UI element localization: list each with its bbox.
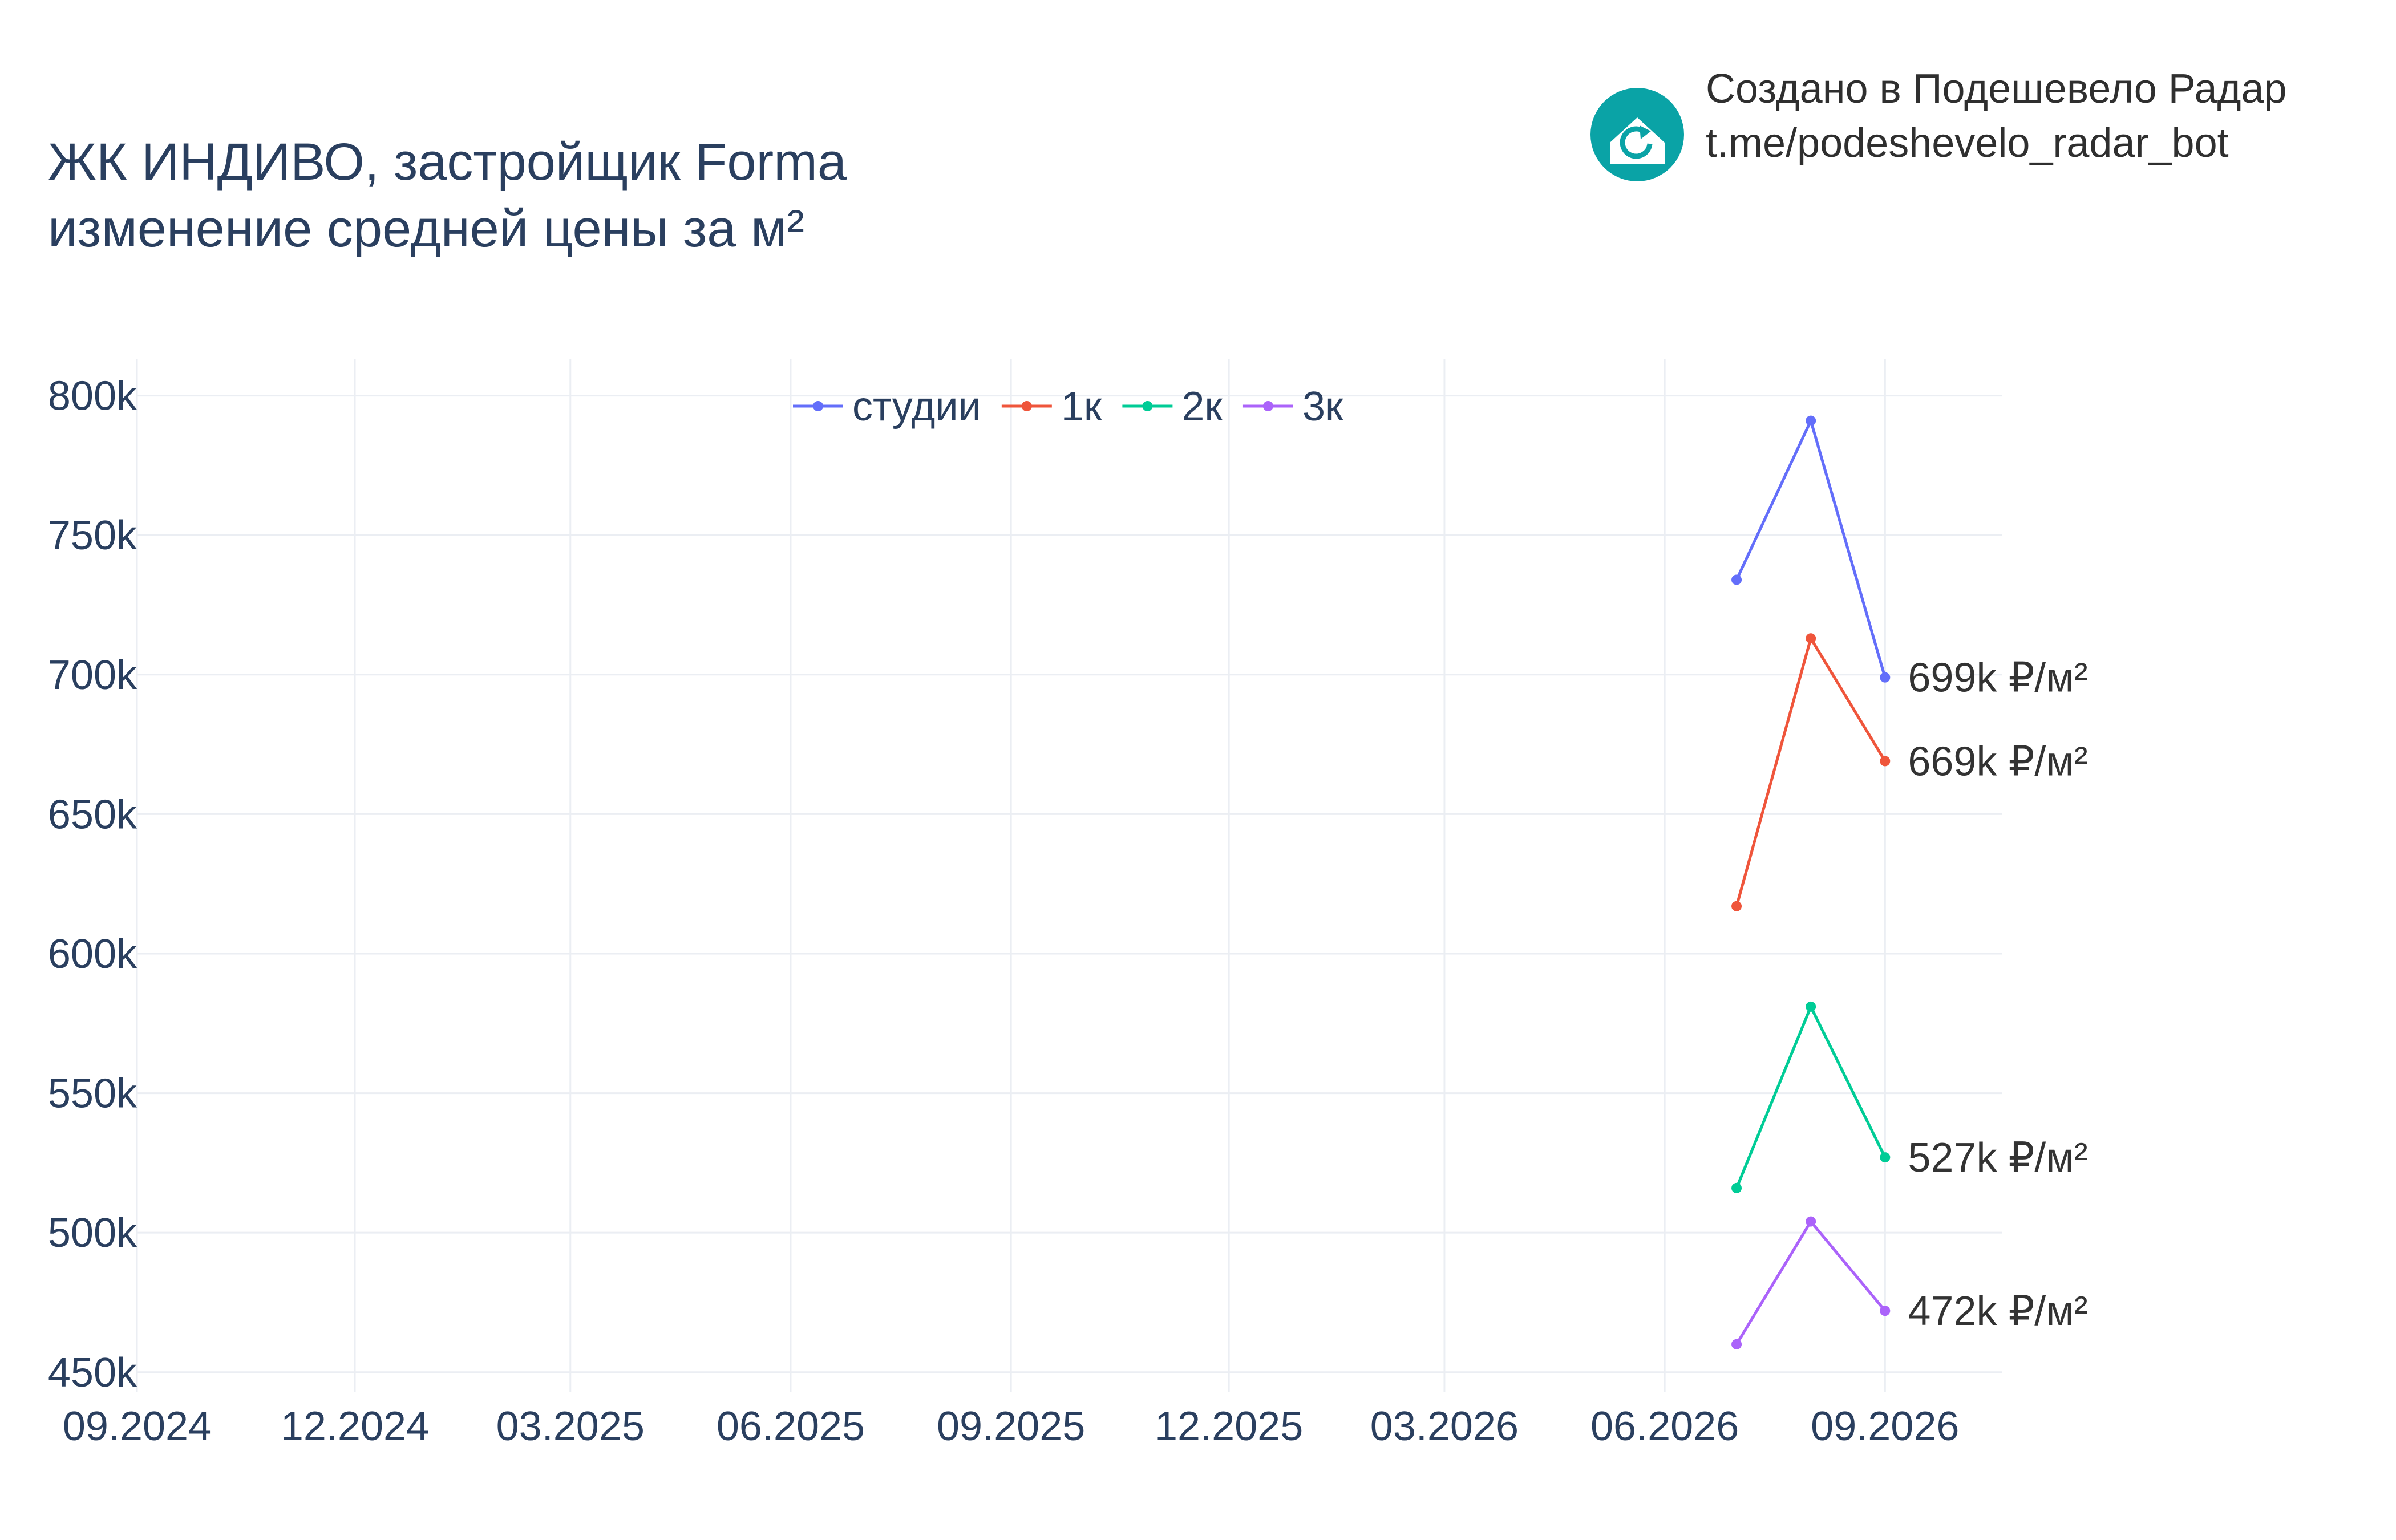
x-tick-label: 12.2025 [1155,1404,1303,1449]
data-point[interactable] [1731,574,1742,585]
end-value-label: 699k ₽/м² [1908,655,2087,701]
refresh-arc [1620,126,1653,159]
legend-item-1к[interactable]: 1к [1001,384,1102,429]
refresh-arrow [1640,125,1651,139]
y-tick-label: 700k [48,653,137,698]
chart-title-line-2: изменение средней цены за м² [48,200,804,258]
grid [136,359,2002,1392]
series-1к: 669k ₽/м² [1731,633,2088,911]
x-axis: 09.2024 12.2024 03.2025 06.2025 09.2025 12.20… [63,1404,1960,1449]
brand-name: Создано в Подешевело Радар [1706,66,2287,112]
legend: студии 1к 2к 3к [793,384,1343,429]
x-tick-label: 09.2024 [63,1404,211,1449]
data-point[interactable] [1806,633,1816,644]
legend-label: 1к [1061,384,1102,429]
y-axis: 450k 500k 550k 600k 650k 700k 750k 800k [48,374,137,1396]
x-tick-label: 03.2026 [1370,1404,1519,1449]
data-point[interactable] [1880,1306,1891,1316]
x-tick-label: 06.2026 [1590,1404,1739,1449]
legend-swatch-marker [813,401,823,411]
chart-title-line-1: ЖК ИНДИВО, застройщик Forma [48,133,847,191]
y-tick-label: 800k [48,374,137,419]
x-tick-label: 03.2025 [496,1404,645,1449]
legend-item-студии[interactable]: студии [793,384,981,429]
data-point[interactable] [1731,901,1742,911]
series-line [1735,1005,1887,1189]
legend-label: 3к [1302,384,1343,429]
y-tick-label: 750k [48,513,137,558]
series-line [1735,637,1887,907]
series-2к: 527k ₽/м² [1731,1001,2088,1193]
series-3к: 472k ₽/м² [1731,1216,2088,1349]
data-point[interactable] [1731,1182,1742,1193]
brand-link[interactable]: t.me/podeshevelo_radar_bot [1706,120,2229,166]
series-line [1735,1220,1887,1346]
legend-item-3к[interactable]: 3к [1242,384,1343,429]
y-tick-label: 650k [48,792,137,837]
x-tick-label: 06.2025 [717,1404,865,1449]
data-point[interactable] [1806,1216,1816,1227]
legend-swatch-marker [1021,401,1032,411]
data-point[interactable] [1880,1152,1891,1163]
y-tick-label: 550k [48,1071,137,1117]
data-point[interactable] [1806,415,1816,426]
legend-item-2к[interactable]: 2к [1122,384,1223,429]
x-tick-label: 09.2026 [1811,1404,1959,1449]
x-tick-label: 12.2024 [281,1404,429,1449]
end-value-label: 527k ₽/м² [1908,1135,2087,1181]
data-point[interactable] [1880,672,1891,683]
end-value-label: 472k ₽/м² [1908,1288,2087,1334]
end-value-label: 669k ₽/м² [1908,739,2087,784]
series-студии: 699k ₽/м² [1731,415,2088,701]
legend-swatch-marker [1142,401,1153,411]
data-point[interactable] [1731,1339,1742,1349]
y-tick-label: 600k [48,931,137,977]
legend-swatch-marker [1262,401,1273,411]
legend-label: студии [852,384,981,429]
series: 699k ₽/м² 669k ₽/м² 527k ₽/м² 472k ₽/м² [1731,415,2088,1349]
data-point[interactable] [1806,1001,1816,1012]
y-tick-label: 500k [48,1210,137,1256]
brand-logo[interactable] [1590,88,1684,181]
y-tick-label: 450k [48,1350,137,1396]
x-tick-label: 09.2025 [937,1404,1085,1449]
data-point[interactable] [1880,756,1891,767]
legend-label: 2к [1181,384,1223,429]
